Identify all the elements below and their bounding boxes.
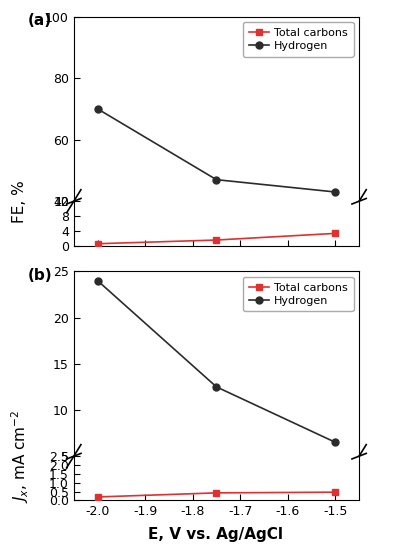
Hydrogen: [95, 277, 100, 284]
Legend: Total carbons, Hydrogen: Total carbons, Hydrogen: [243, 277, 354, 311]
Total carbons: [333, 311, 338, 317]
Hydrogen: [333, 382, 338, 388]
Line: Total carbons: Total carbons: [94, 230, 339, 247]
Total carbons: [95, 494, 100, 501]
Total carbons: [95, 320, 100, 326]
Total carbons: [95, 497, 100, 504]
Text: (b): (b): [28, 268, 53, 283]
Hydrogen: [214, 177, 219, 183]
Text: E, V vs. Ag/AgCl: E, V vs. Ag/AgCl: [148, 527, 283, 542]
Text: FE, %: FE, %: [12, 180, 28, 223]
Hydrogen: [214, 276, 219, 282]
Hydrogen: [95, 106, 100, 112]
Hydrogen: [214, 69, 219, 75]
Legend: Total carbons, Hydrogen: Total carbons, Hydrogen: [243, 22, 354, 57]
Hydrogen: [95, 72, 100, 78]
Text: (a): (a): [28, 13, 52, 28]
Total carbons: [333, 230, 338, 236]
Line: Hydrogen: Hydrogen: [94, 0, 339, 90]
Line: Total carbons: Total carbons: [94, 311, 339, 326]
Text: $J_x$, mA cm$^{-2}$: $J_x$, mA cm$^{-2}$: [9, 409, 31, 503]
Line: Total carbons: Total carbons: [94, 489, 339, 500]
Total carbons: [95, 240, 100, 247]
Line: Hydrogen: Hydrogen: [94, 72, 339, 389]
Total carbons: [214, 316, 219, 323]
Line: Total carbons: Total carbons: [94, 494, 339, 504]
Total carbons: [214, 490, 219, 496]
Hydrogen: [214, 383, 219, 390]
Hydrogen: [333, 189, 338, 195]
Total carbons: [333, 494, 338, 501]
Hydrogen: [333, 439, 338, 446]
Total carbons: [214, 495, 219, 502]
Hydrogen: [333, 84, 338, 90]
Line: Hydrogen: Hydrogen: [94, 277, 339, 446]
Total carbons: [214, 236, 219, 243]
Line: Hydrogen: Hydrogen: [94, 106, 339, 195]
Total carbons: [333, 489, 338, 496]
